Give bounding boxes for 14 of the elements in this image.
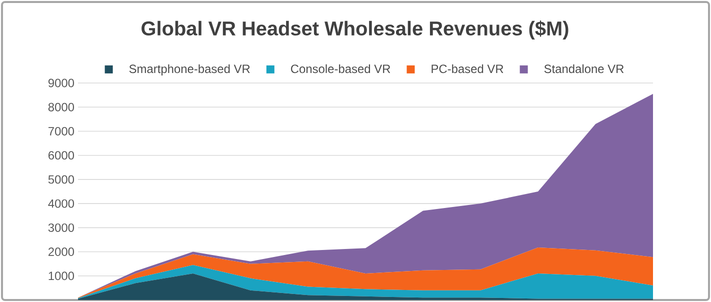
y-tick-label: 3000: [48, 223, 74, 232]
y-tick-label: 4000: [48, 199, 74, 208]
chart-title: Global VR Headset Wholesale Revenues ($M): [142, 20, 568, 40]
legend-label: PC-based VR: [432, 64, 504, 74]
legend-label: Standalone VR: [544, 64, 624, 74]
y-tick-label: 9000: [48, 78, 74, 88]
y-tick-label: 5000: [48, 175, 74, 184]
y-tick-label: 2000: [48, 248, 74, 256]
legend-label: Smartphone-based VR: [129, 64, 250, 76]
y-tick-label: 1000: [48, 272, 74, 280]
y-tick-label: 6000: [48, 151, 74, 160]
y-tick-label: 7000: [48, 127, 74, 136]
y-tick-label: 8000: [48, 102, 74, 112]
legend-label: Console-based VR: [291, 64, 390, 74]
